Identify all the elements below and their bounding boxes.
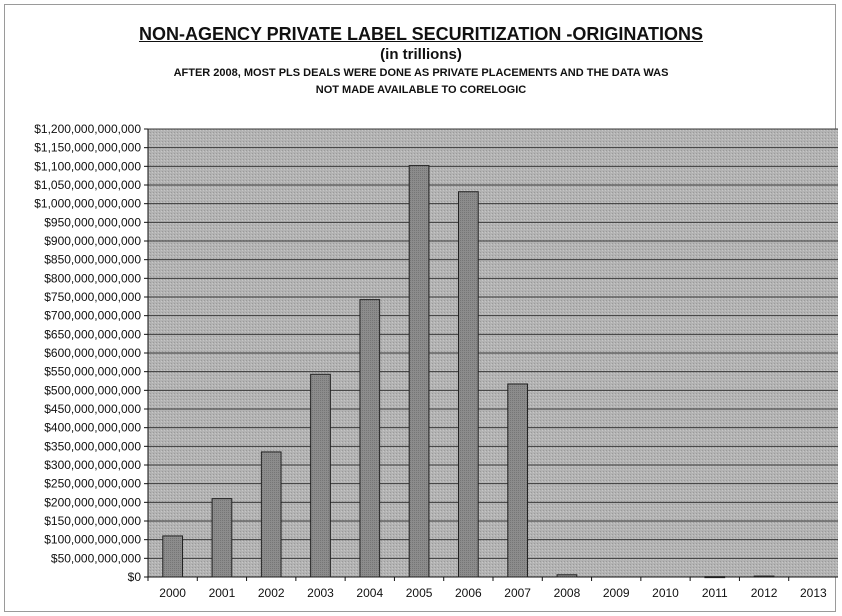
bar-2008 — [556, 574, 578, 578]
y-tick-label: $450,000,000,000 — [44, 402, 141, 416]
x-tick-label-2000: 2000 — [159, 586, 186, 600]
bar-2001 — [211, 498, 233, 578]
bar-2005 — [408, 165, 430, 578]
x-tick-label-2008: 2008 — [554, 586, 581, 600]
bar-2012 — [753, 575, 775, 578]
y-tick-label: $1,050,000,000,000 — [34, 178, 141, 192]
chart-annotation: AFTER 2008, MOST PLS DEALS WERE DONE AS … — [0, 65, 842, 99]
y-tick-label: $250,000,000,000 — [44, 477, 141, 491]
y-tick-label: $950,000,000,000 — [44, 215, 141, 229]
y-tick-label: $500,000,000,000 — [44, 383, 141, 397]
y-tick-label: $800,000,000,000 — [44, 271, 141, 285]
y-tick-label: $650,000,000,000 — [44, 327, 141, 341]
x-tick-label-2010: 2010 — [652, 586, 679, 600]
chart-annotation-line-1: AFTER 2008, MOST PLS DEALS WERE DONE AS … — [173, 67, 669, 79]
y-tick-label: $750,000,000,000 — [44, 290, 141, 304]
x-tick-label-2003: 2003 — [307, 586, 334, 600]
bar-2000 — [162, 535, 184, 578]
bar-2011 — [704, 576, 726, 579]
chart-title: NON-AGENCY PRIVATE LABEL SECURITIZATION … — [138, 24, 703, 44]
y-tick-label: $1,200,000,000,000 — [34, 122, 141, 136]
bar-2004 — [359, 299, 381, 578]
bar-2003 — [310, 373, 331, 578]
y-tick-label: $100,000,000,000 — [44, 533, 141, 547]
y-tick-label: $900,000,000,000 — [44, 234, 141, 248]
x-tick-label-2005: 2005 — [406, 586, 433, 600]
y-tick-label: $150,000,000,000 — [44, 514, 141, 528]
x-tick-label-2004: 2004 — [356, 586, 383, 600]
y-tick-label: $200,000,000,000 — [44, 495, 141, 509]
x-tick-label-2002: 2002 — [258, 586, 285, 600]
x-tick-label-2007: 2007 — [504, 586, 531, 600]
bar-2007 — [507, 383, 528, 578]
y-tick-label: $550,000,000,000 — [44, 365, 141, 379]
y-tick-label: $850,000,000,000 — [44, 253, 141, 267]
y-tick-label: $350,000,000,000 — [44, 439, 141, 453]
y-tick-label: $1,100,000,000,000 — [34, 159, 141, 173]
x-tick-label-2001: 2001 — [209, 586, 236, 600]
chart-subtitle: (in trillions) — [380, 46, 462, 63]
y-tick-label: $0 — [128, 570, 142, 584]
x-tick-label-2006: 2006 — [455, 586, 482, 600]
x-tick-label-2013: 2013 — [800, 586, 827, 600]
y-tick-label: $700,000,000,000 — [44, 309, 141, 323]
y-tick-label: $50,000,000,000 — [51, 551, 141, 565]
y-tick-label: $600,000,000,000 — [44, 346, 141, 360]
x-tick-label-2012: 2012 — [751, 586, 778, 600]
bar-2006 — [458, 191, 479, 578]
bar-2002 — [260, 451, 282, 578]
y-tick-label: $1,150,000,000,000 — [34, 141, 141, 155]
y-tick-label: $400,000,000,000 — [44, 421, 141, 435]
x-tick-label-2011: 2011 — [702, 586, 728, 600]
y-tick-label: $300,000,000,000 — [44, 458, 141, 472]
x-tick-label-2009: 2009 — [603, 586, 630, 600]
chart-annotation-line-2: NOT MADE AVAILABLE TO CORELOGIC — [315, 84, 527, 96]
y-tick-label: $1,000,000,000,000 — [34, 197, 141, 211]
